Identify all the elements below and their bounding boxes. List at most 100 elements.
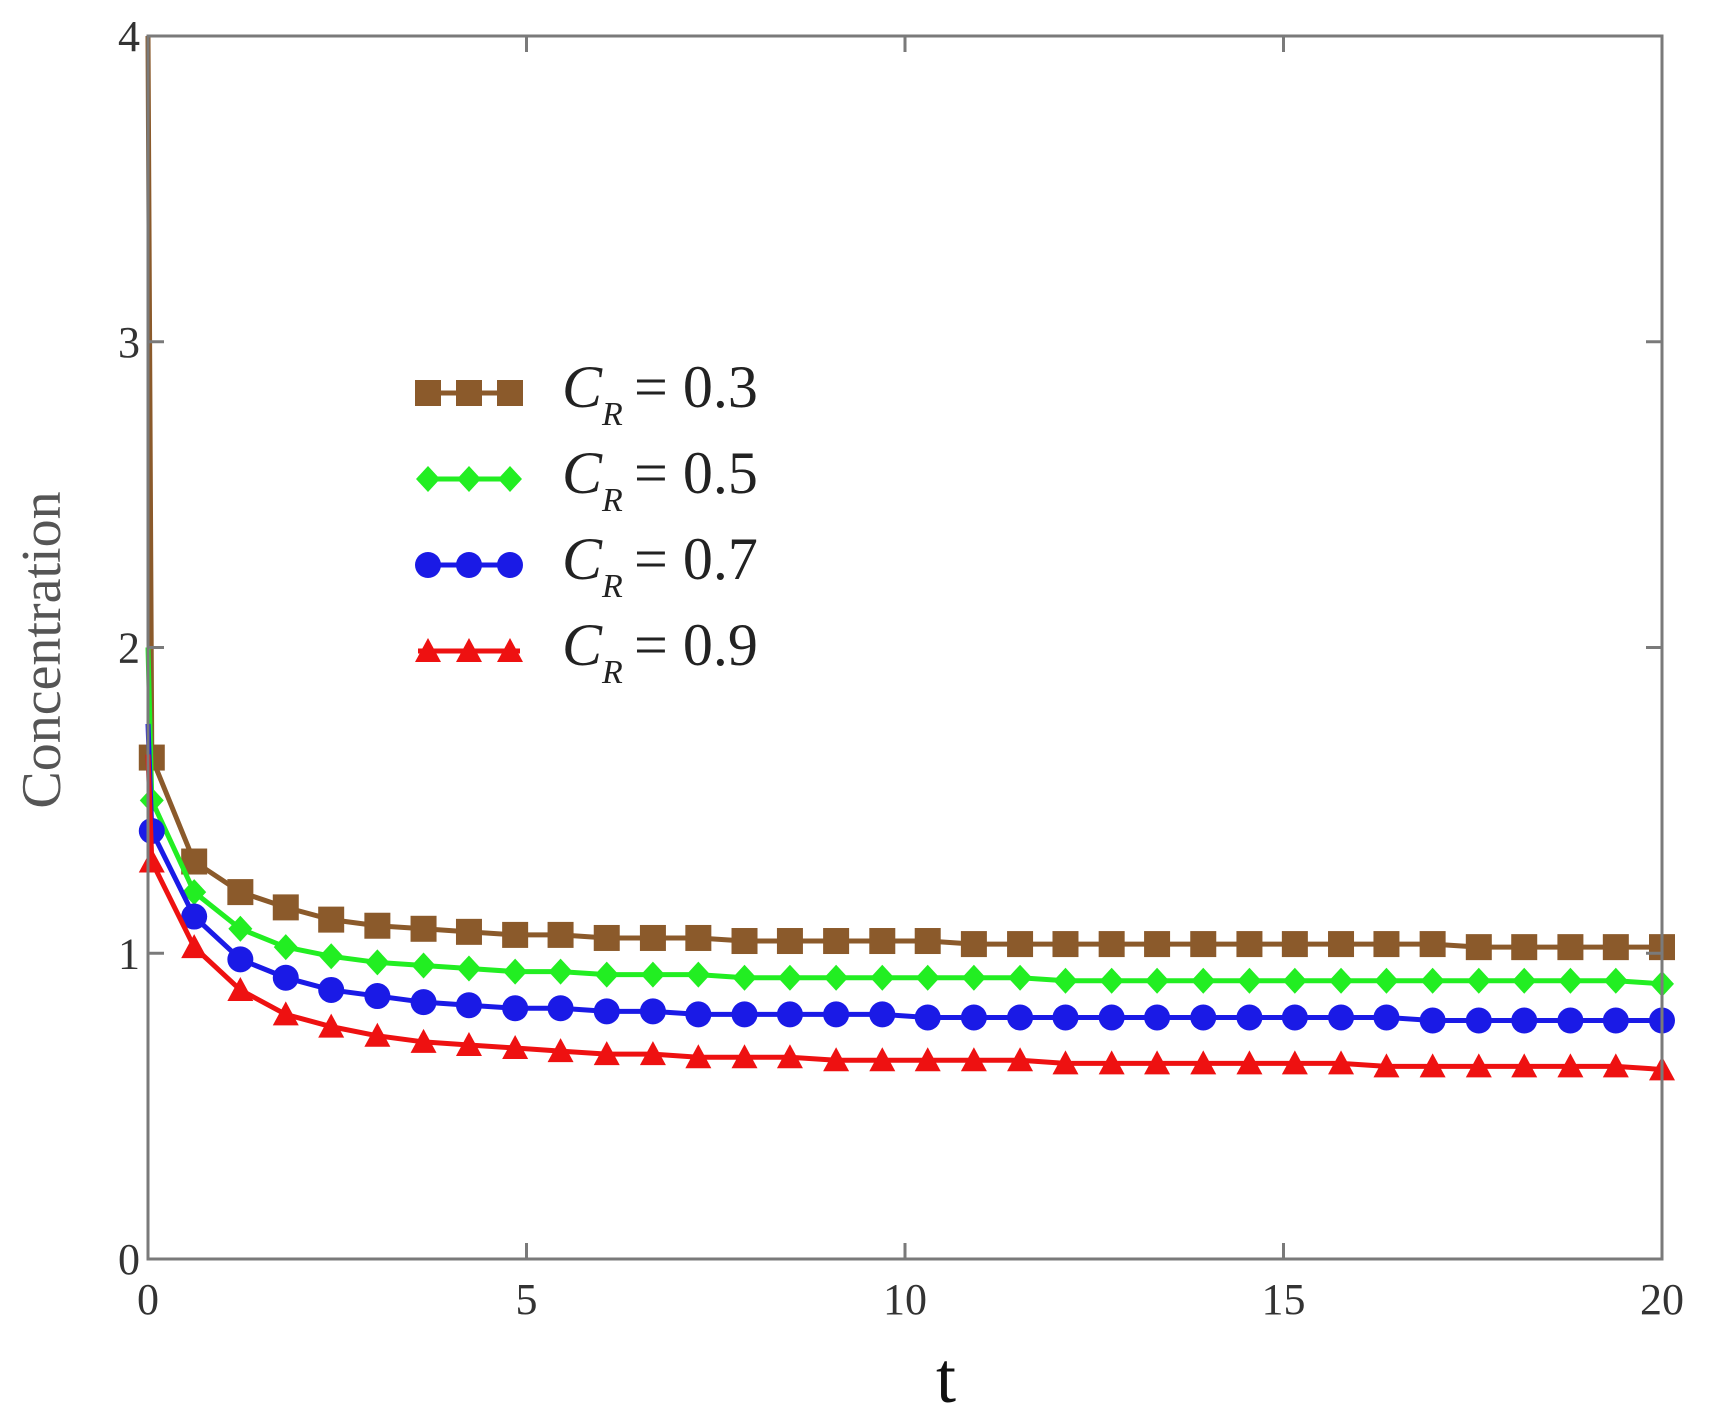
legend-marker (416, 466, 440, 492)
data-point (776, 928, 803, 955)
data-point (1236, 1004, 1263, 1031)
data-point (1008, 964, 1033, 991)
data-point (1052, 931, 1079, 958)
data-point (823, 1001, 850, 1028)
data-point (1512, 967, 1537, 994)
data-point (1558, 967, 1583, 994)
data-point (1145, 967, 1170, 994)
data-point (1098, 1050, 1125, 1075)
data-point (731, 1001, 758, 1028)
data-point (1144, 931, 1171, 958)
legend-marker (498, 466, 522, 492)
data-point (1419, 1053, 1446, 1078)
y-tick-label: 4 (118, 12, 140, 61)
data-point (547, 995, 574, 1022)
data-point (1373, 1004, 1400, 1031)
data-point (1144, 1050, 1171, 1075)
data-point (1144, 1004, 1171, 1031)
data-point (1373, 931, 1400, 958)
data-point (1328, 931, 1355, 958)
data-point (1053, 967, 1078, 994)
data-point (870, 964, 895, 991)
data-point (1052, 1050, 1079, 1075)
data-point (639, 924, 666, 951)
data-point (960, 1047, 987, 1072)
data-point (1190, 1050, 1217, 1075)
y-tick-label: 0 (118, 1235, 140, 1284)
legend-marker (456, 380, 482, 406)
data-point (776, 1044, 803, 1069)
data-point (914, 1047, 941, 1072)
data-point (1465, 1053, 1492, 1078)
data-point (410, 989, 437, 1016)
x-tick-label: 10 (883, 1275, 927, 1324)
data-point (1557, 1053, 1584, 1078)
legend-label-subscript: R (601, 482, 623, 519)
data-point (640, 961, 665, 988)
legend-marker (497, 552, 523, 578)
data-point (1557, 934, 1584, 961)
data-point (1237, 967, 1262, 994)
data-point (138, 848, 165, 873)
data-point (1098, 931, 1125, 958)
data-point (1190, 1004, 1217, 1031)
data-point (685, 1044, 712, 1069)
data-point (1282, 967, 1307, 994)
data-point (456, 955, 481, 982)
legend-marker (497, 638, 523, 662)
data-point (1281, 1004, 1308, 1031)
data-point (410, 915, 437, 942)
data-point (272, 894, 299, 921)
x-tick-label: 20 (1640, 1275, 1684, 1324)
legend-entry: C R = 0.7 (415, 526, 758, 605)
series-layer (138, 35, 1675, 1081)
data-point (1329, 967, 1354, 994)
data-point (227, 946, 254, 973)
data-point (777, 964, 802, 991)
data-point (181, 934, 208, 959)
data-point (869, 928, 896, 955)
x-axis-title: t (936, 1338, 956, 1418)
legend-label-value: = 0.7 (634, 526, 758, 592)
data-point (364, 983, 391, 1010)
data-point (732, 964, 757, 991)
legend-label-symbol: C (562, 612, 603, 678)
data-point (1328, 1050, 1355, 1075)
data-point (1281, 1050, 1308, 1075)
data-point (1557, 1007, 1584, 1034)
data-point (319, 943, 344, 970)
legend-label-symbol: C (562, 440, 603, 506)
data-point (1373, 1053, 1400, 1078)
data-point (776, 1001, 803, 1028)
data-point (318, 1013, 345, 1038)
data-point (228, 915, 253, 942)
data-point (547, 921, 574, 948)
data-point (823, 928, 850, 955)
data-point (639, 1041, 666, 1066)
data-point (961, 964, 986, 991)
data-point (1466, 967, 1491, 994)
legend-entry: C R = 0.5 (416, 440, 758, 519)
data-point (1328, 1004, 1355, 1031)
data-point (594, 961, 619, 988)
legend-label-value: = 0.5 (634, 440, 758, 506)
legend-marker (415, 380, 441, 406)
data-point (1191, 967, 1216, 994)
data-point (1419, 1007, 1446, 1034)
legend-marker (456, 638, 482, 662)
data-point (181, 903, 208, 930)
data-point (227, 879, 254, 906)
legend: C R = 0.3C R = 0.5C R = 0.7C R = 0.9 (415, 354, 758, 691)
legend-entry: C R = 0.9 (415, 612, 758, 691)
data-point (1190, 931, 1217, 958)
data-point (272, 1001, 299, 1026)
data-point (1602, 1007, 1629, 1034)
series-2 (139, 647, 1674, 997)
data-point (915, 964, 940, 991)
data-point (1007, 931, 1034, 958)
data-point (1236, 1050, 1263, 1075)
data-point (502, 995, 529, 1022)
data-point (318, 976, 345, 1003)
